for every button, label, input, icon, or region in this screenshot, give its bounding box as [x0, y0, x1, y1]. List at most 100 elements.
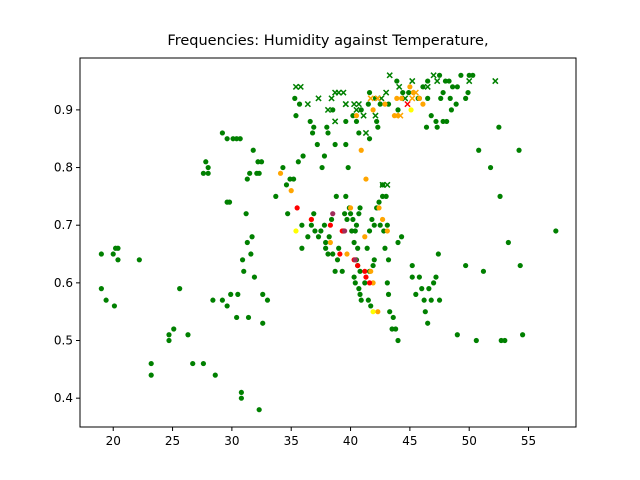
data-point [370, 309, 376, 315]
data-point [343, 141, 349, 148]
data-point [355, 262, 361, 269]
data-point [98, 251, 104, 257]
data-point-x [297, 83, 304, 90]
data-point [342, 228, 348, 234]
data-point [389, 326, 395, 332]
data-point [384, 280, 390, 286]
data-point [309, 130, 316, 136]
data-point [369, 216, 375, 223]
data-point [368, 303, 374, 309]
data-point [470, 72, 476, 78]
data-point [366, 280, 373, 286]
data-point [409, 262, 415, 269]
data-point [308, 216, 314, 223]
data-point [413, 291, 419, 297]
data-point [382, 245, 388, 251]
data-point [370, 107, 376, 113]
data-point-x [350, 100, 358, 108]
data-point [353, 222, 360, 228]
data-point-x [342, 100, 349, 108]
data-point-x [424, 83, 431, 90]
data-point [453, 101, 459, 107]
data-point-x [362, 129, 370, 137]
data-point [103, 297, 109, 303]
data-point [212, 372, 218, 378]
data-point [166, 337, 172, 344]
data-point [343, 118, 349, 125]
data-point [371, 222, 377, 228]
data-point [395, 239, 401, 246]
x-tick-label: 45 [402, 434, 417, 448]
data-point [379, 216, 386, 223]
data-point [353, 118, 360, 125]
y-tick-label: 0.5 [54, 334, 73, 348]
data-point [258, 159, 265, 165]
data-point [355, 245, 361, 251]
data-point [244, 176, 250, 182]
data-point [473, 337, 479, 344]
data-point [466, 72, 472, 78]
series-1 [292, 72, 499, 188]
data-point [358, 107, 364, 113]
data-point [366, 228, 373, 234]
data-point [248, 251, 254, 257]
data-point-x [430, 72, 437, 79]
data-point [435, 251, 441, 257]
data-point [434, 124, 440, 130]
data-point [115, 245, 121, 251]
data-point [409, 274, 415, 280]
data-point [148, 360, 154, 367]
data-point-x [335, 89, 342, 96]
data-point [260, 291, 266, 297]
data-point [311, 124, 317, 130]
data-point [458, 72, 464, 78]
data-point [300, 153, 306, 159]
data-point [351, 274, 357, 280]
data-point [362, 234, 368, 240]
data-point [375, 124, 381, 130]
data-point [370, 262, 376, 269]
data-point [190, 360, 196, 367]
data-point [333, 193, 339, 199]
data-point [247, 170, 253, 176]
data-point [339, 268, 345, 274]
data-point [219, 130, 225, 136]
data-point [318, 228, 324, 234]
data-point-x [367, 95, 374, 102]
data-point [454, 84, 460, 90]
data-point [110, 251, 116, 257]
data-point [370, 280, 376, 286]
data-point [166, 332, 172, 338]
data-point [347, 211, 354, 217]
data-point [390, 314, 396, 321]
data-point [299, 245, 305, 251]
x-tick-label: 40 [343, 434, 358, 448]
data-point [296, 101, 303, 107]
data-point [224, 303, 230, 309]
data-point [431, 280, 437, 286]
data-point [264, 297, 271, 303]
series-0 [98, 72, 559, 413]
data-point [314, 141, 320, 148]
data-point [446, 78, 452, 84]
data-point [408, 107, 414, 113]
data-point [375, 309, 381, 315]
data-point [395, 337, 401, 344]
data-point [425, 320, 431, 326]
data-point-x [397, 112, 404, 119]
data-point [228, 291, 234, 297]
data-point-x [353, 106, 360, 114]
y-tick-label: 0.6 [54, 276, 73, 290]
data-point [323, 245, 329, 251]
data-point [356, 130, 362, 136]
data-point [357, 205, 363, 211]
data-point [447, 95, 453, 101]
data-point [290, 176, 297, 182]
data-point [250, 147, 256, 153]
data-point-x [374, 95, 381, 102]
data-point [305, 234, 311, 240]
data-point [394, 78, 400, 84]
data-point [440, 118, 446, 125]
data-point [454, 332, 460, 338]
